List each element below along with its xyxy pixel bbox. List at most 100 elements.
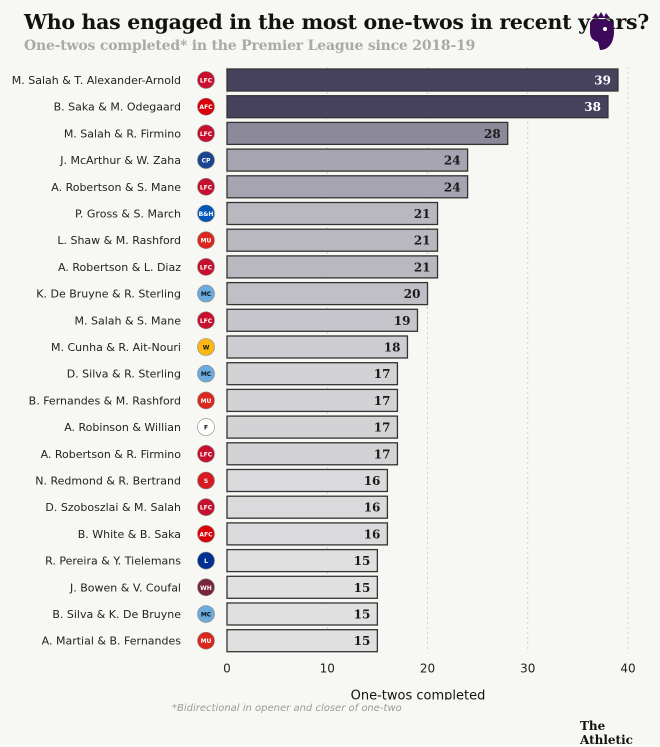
club-badge-liverpool-icon xyxy=(197,498,215,517)
bar-value-label: 16 xyxy=(364,474,381,488)
club-badge-leicester-icon xyxy=(197,551,215,570)
bar-value-label: 17 xyxy=(374,421,391,435)
club-badge-southampton-icon xyxy=(197,471,215,490)
bar xyxy=(226,415,399,439)
club-badge-arsenal-icon xyxy=(197,525,215,543)
category-label: M. Salah & S. Mane xyxy=(75,314,182,327)
category-label: A. Martial & B. Fernandes xyxy=(42,635,182,648)
club-badge-liverpool-icon xyxy=(197,178,215,196)
bar-value-label: 24 xyxy=(444,180,461,194)
club-badge-text: LFC xyxy=(200,78,213,85)
club-badge-text: WH xyxy=(200,585,212,592)
bar-value-label: 17 xyxy=(374,394,391,408)
category-label: A. Robertson & S. Mane xyxy=(51,181,181,194)
bar-value-label: 20 xyxy=(404,287,421,301)
x-tick-label: 20 xyxy=(420,661,435,675)
category-label: N. Redmond & R. Bertrand xyxy=(35,475,181,488)
club-badge-text: LFC xyxy=(200,451,213,458)
club-badge-man-utd-icon xyxy=(197,631,215,650)
club-badge-text: B&H xyxy=(199,211,214,218)
category-label: M. Cunha & R. Ait-Nouri xyxy=(51,341,181,354)
club-badge-text: MC xyxy=(201,612,212,619)
club-badge-crystal-palace-icon xyxy=(197,151,215,169)
bar-value-label: 38 xyxy=(584,100,601,114)
category-label: J. Bowen & V. Coufal xyxy=(69,581,181,594)
bar xyxy=(226,468,389,493)
club-badge-text: LFC xyxy=(200,184,213,191)
bar xyxy=(226,629,379,653)
club-badge-arsenal-icon xyxy=(197,97,215,116)
club-badge-man-utd-icon xyxy=(197,231,215,249)
chart-title: Who has engaged in the most one-twos in … xyxy=(24,10,649,34)
brand-logo: The Athletic xyxy=(580,719,633,747)
bar-value-label: 16 xyxy=(364,527,381,541)
bar xyxy=(226,281,429,306)
bar-value-label: 39 xyxy=(594,74,611,88)
club-badge-man-city-icon xyxy=(197,364,215,383)
category-label: D. Silva & R. Sterling xyxy=(67,368,181,381)
bar-value-label: 17 xyxy=(374,367,391,381)
chart-subtitle: One-twos completed* in the Premier Leagu… xyxy=(24,38,476,54)
club-badge-man-city-icon xyxy=(197,284,215,303)
bar xyxy=(226,95,609,119)
category-label: B. White & B. Saka xyxy=(78,528,181,541)
bar xyxy=(226,548,379,573)
club-badge-liverpool-icon xyxy=(197,71,215,89)
bar-value-label: 15 xyxy=(354,581,371,595)
bar xyxy=(226,228,439,252)
club-badge-text: LFC xyxy=(200,505,213,512)
bar-value-label: 21 xyxy=(414,260,431,274)
club-badge-text: MU xyxy=(201,238,212,245)
category-label: R. Pereira & Y. Tielemans xyxy=(45,555,181,568)
club-badge-text: MU xyxy=(201,398,212,405)
bar-value-label: 19 xyxy=(394,314,411,328)
club-badge-text: CP xyxy=(202,158,211,165)
bar xyxy=(226,148,469,172)
club-badge-text: LFC xyxy=(200,318,213,325)
x-tick-label: 40 xyxy=(620,661,635,675)
category-label: B. Fernandes & M. Rashford xyxy=(29,394,181,407)
club-badge-text: S xyxy=(204,478,208,485)
bar-value-label: 28 xyxy=(484,127,501,141)
club-badge-text: AFC xyxy=(199,104,213,111)
bar xyxy=(226,175,469,199)
category-label: M. Salah & T. Alexander-Arnold xyxy=(12,74,181,87)
club-badge-west-ham-icon xyxy=(197,578,215,597)
x-tick-label: 10 xyxy=(320,661,335,675)
category-label: P. Gross & S. March xyxy=(75,208,181,221)
bar xyxy=(226,362,399,386)
bar xyxy=(226,442,399,466)
club-badge-fulham-icon xyxy=(197,418,215,436)
bar-value-label: 15 xyxy=(354,608,371,622)
category-label: A. Robertson & L. Diaz xyxy=(58,261,181,274)
club-badge-liverpool-icon xyxy=(197,444,215,463)
bar xyxy=(226,388,399,413)
category-label: D. Szoboszlai & M. Salah xyxy=(45,501,181,514)
club-badge-man-city-icon xyxy=(197,605,215,623)
bar-value-label: 16 xyxy=(364,501,381,515)
club-badge-man-utd-icon xyxy=(197,391,215,410)
club-badge-liverpool-icon xyxy=(197,311,215,330)
bar xyxy=(226,121,509,146)
category-label: B. Silva & K. De Bruyne xyxy=(52,608,181,621)
club-badge-text: L xyxy=(204,558,208,565)
club-badge-text: F xyxy=(204,425,208,432)
club-badge-text: MU xyxy=(201,638,212,645)
club-badge-text: MC xyxy=(201,371,212,378)
club-badge-brighton-icon xyxy=(197,204,215,223)
category-label: B. Saka & M. Odegaard xyxy=(54,101,181,114)
category-label: K. De Bruyne & R. Sterling xyxy=(36,288,181,301)
bar xyxy=(226,495,389,519)
bar xyxy=(226,68,619,92)
category-label: A. Robertson & R. Firmino xyxy=(41,448,182,461)
bar-value-label: 18 xyxy=(384,341,401,355)
category-label: J. McArthur & W. Zaha xyxy=(59,154,181,167)
bar-value-label: 15 xyxy=(354,554,371,568)
club-badge-liverpool-icon xyxy=(197,258,215,276)
club-badge-text: LFC xyxy=(200,264,213,271)
club-badge-wolves-icon xyxy=(197,338,215,356)
category-label: M. Salah & R. Firmino xyxy=(64,127,181,140)
bar-value-label: 21 xyxy=(414,207,431,221)
club-badge-liverpool-icon xyxy=(197,124,215,143)
category-label: A. Robinson & Willian xyxy=(64,421,181,434)
